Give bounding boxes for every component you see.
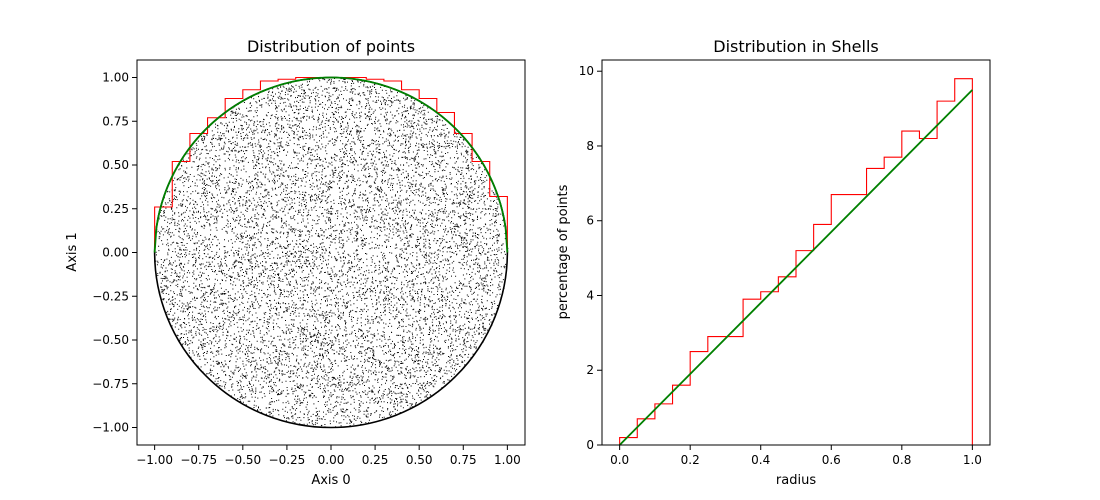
x-axis-ticks: −1.00 −0.75 −0.50 −0.25 0.00 0.25 0.50 0.75 1.00: [136, 445, 521, 467]
y-tick-label: 0: [586, 438, 594, 452]
x-tick-label: 0.50: [406, 453, 433, 467]
y-tick-label: −0.75: [92, 377, 129, 391]
y-axis-ticks: 0 2 4 6 8 10: [579, 64, 602, 452]
scatter-points: [154, 77, 509, 428]
plot-area: [618, 78, 974, 446]
x-axis-ticks: 0.0 0.2 0.4 0.6 0.8 1.0: [610, 445, 982, 467]
chart-points-distribution: Distribution of points −1.00 −0.75 −0.50 −0…: [65, 37, 526, 488]
y-tick-label: −1.00: [92, 421, 129, 435]
shell-step-histogram: [619, 78, 973, 445]
y-tick-label: 0.25: [102, 202, 129, 216]
x-tick-label: 0.75: [450, 453, 477, 467]
y-tick-label: 0.75: [102, 114, 129, 128]
y-tick-label: 0.00: [102, 246, 129, 260]
x-tick-label: 0.25: [362, 453, 389, 467]
x-tick-label: 0.4: [751, 453, 770, 467]
x-tick-label: 0.0: [610, 453, 629, 467]
y-tick-label: 10: [579, 64, 594, 78]
x-tick-label: −1.00: [136, 453, 173, 467]
y-tick-label: 8: [586, 139, 594, 153]
chart-shell-distribution: Distribution in Shells 0.0 0.2 0.4 0.6 0.8 1.…: [556, 37, 991, 488]
y-tick-label: −0.25: [92, 289, 129, 303]
x-tick-label: 0.8: [892, 453, 911, 467]
y-tick-label: 6: [586, 214, 594, 228]
x-axis-label: radius: [776, 473, 816, 488]
x-tick-label: 1.0: [963, 453, 982, 467]
y-tick-label: 1.00: [102, 71, 129, 85]
chart-title: Distribution of points: [247, 37, 415, 56]
y-axis-label: Axis 1: [65, 232, 80, 271]
y-axis-label: percentage of points: [556, 184, 571, 319]
x-tick-label: −0.50: [224, 453, 261, 467]
linear-reference-line: [618, 89, 974, 446]
axes-frame: [601, 59, 991, 446]
upper-semicircle: [153, 76, 509, 253]
x-axis-label: Axis 0: [311, 473, 350, 488]
y-tick-label: 4: [586, 288, 594, 302]
x-tick-label: 0.6: [822, 453, 841, 467]
x-tick-label: 1.00: [494, 453, 521, 467]
y-tick-label: 0.50: [102, 158, 129, 172]
chart-title: Distribution in Shells: [713, 37, 878, 56]
plot-area: [153, 76, 509, 429]
x-tick-label: −0.75: [180, 453, 217, 467]
x-tick-label: −0.25: [269, 453, 306, 467]
x-tick-label: 0.00: [318, 453, 345, 467]
y-tick-label: −0.50: [92, 333, 129, 347]
y-tick-label: 2: [586, 363, 594, 377]
x-tick-label: 0.2: [681, 453, 700, 467]
y-axis-ticks: −1.00 −0.75 −0.50 −0.25 0.00 0.25 0.50 0.75 1.00: [92, 71, 137, 435]
